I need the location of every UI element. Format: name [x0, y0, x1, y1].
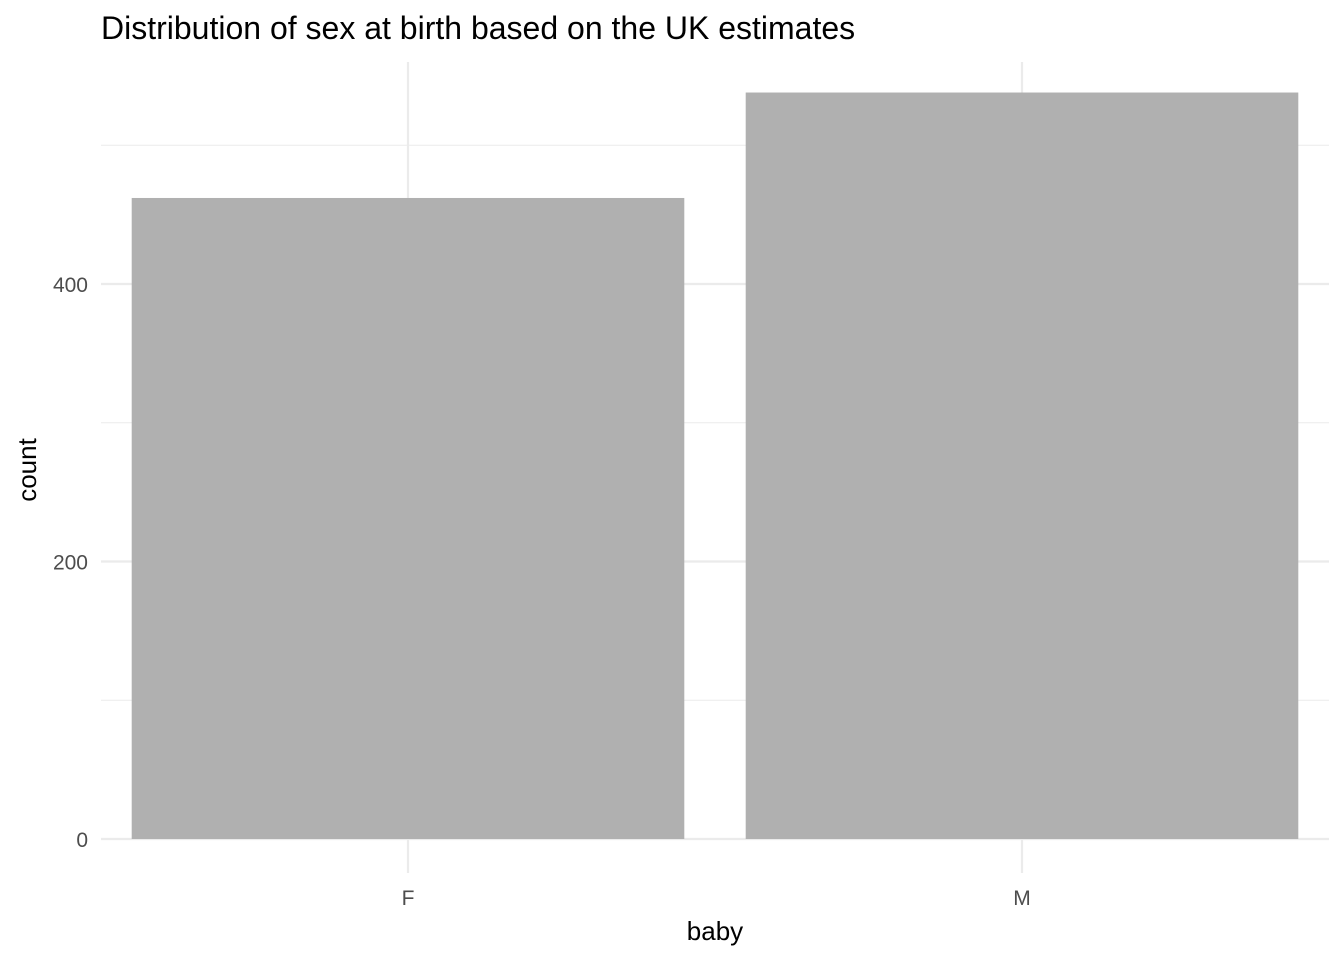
y-axis-title: count	[12, 437, 42, 501]
x-tick-label: M	[1013, 887, 1031, 910]
y-tick-label: 0	[76, 829, 88, 852]
x-axis-title: baby	[687, 916, 743, 946]
y-tick-label: 400	[53, 274, 88, 297]
x-tick-label: F	[402, 887, 415, 910]
y-axis-tick-labels: 0 200 400	[53, 274, 88, 852]
bar-M	[745, 92, 1299, 839]
y-tick-label: 200	[53, 552, 88, 575]
bars	[131, 92, 1299, 840]
bar-F	[131, 197, 685, 840]
chart-title: Distribution of sex at birth based on th…	[101, 10, 855, 46]
